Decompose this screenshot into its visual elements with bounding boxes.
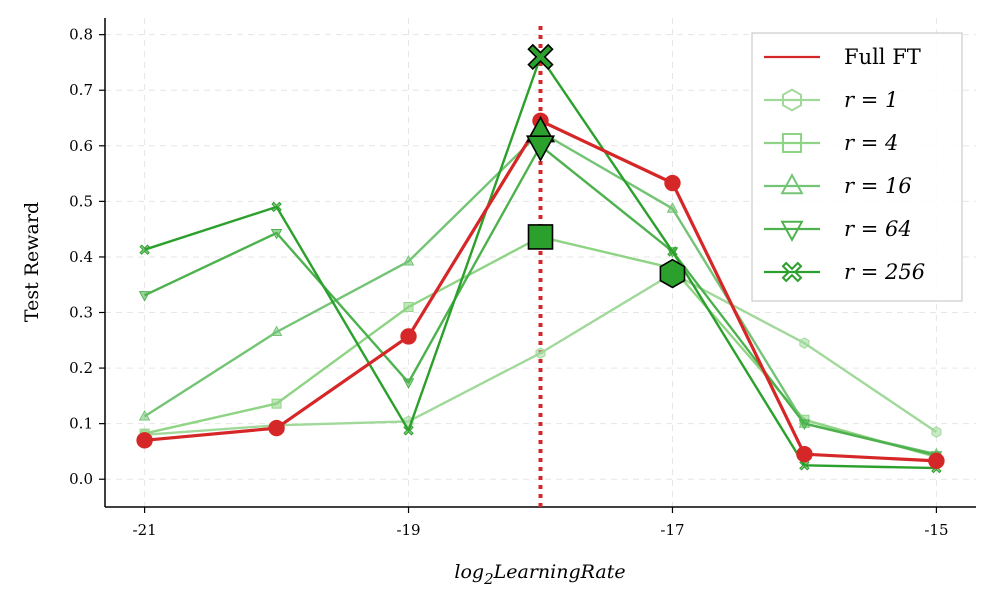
highlight-marker — [659, 258, 686, 289]
data-point — [666, 202, 679, 213]
x-tick-label: -15 — [924, 521, 948, 539]
y-axis-label: Test Reward — [21, 202, 43, 322]
data-point — [402, 378, 415, 389]
x-tick-label: -21 — [133, 521, 157, 539]
data-point — [799, 337, 810, 349]
y-tick-label: 0.2 — [69, 359, 93, 377]
data-point — [667, 246, 678, 257]
legend-marker — [780, 173, 804, 195]
legend-label: r = 256 — [844, 260, 925, 284]
data-point — [270, 325, 283, 337]
data-point — [271, 201, 282, 213]
y-tick-label: 0.4 — [69, 248, 93, 266]
x-axis-label: log2LearningRate — [454, 561, 625, 588]
legend-marker — [782, 133, 802, 153]
y-tick-label: 0.8 — [69, 26, 93, 44]
axes: 0.0 0.1 0.2 0.3 0.4 0.5 0.6 0.7 0.8 -21 -19 -17 -15 — [69, 18, 976, 539]
y-tick-label: 0.6 — [69, 137, 93, 155]
data-point — [535, 347, 546, 359]
data-point — [403, 301, 414, 312]
legend-label: r = 16 — [844, 174, 912, 198]
data-point — [403, 425, 414, 436]
legend-marker — [782, 88, 802, 112]
data-point — [139, 244, 150, 255]
legend-box — [751, 32, 963, 302]
highlight-marker — [527, 43, 554, 71]
data-point — [136, 432, 153, 449]
y-tick-label: 0.3 — [69, 304, 93, 322]
y-tick-label: 0.7 — [69, 81, 93, 99]
data-point — [799, 460, 810, 471]
data-point — [931, 426, 942, 438]
data-point — [138, 291, 151, 302]
data-point — [796, 446, 813, 463]
legend-marker — [781, 261, 803, 283]
x-tick-label: -17 — [660, 521, 684, 539]
y-tick-label: 0.0 — [69, 470, 93, 488]
data-point — [138, 409, 151, 421]
data-point — [270, 228, 283, 240]
legend: Full FT r = 1 r = 4 r = 16 r = 64 r = 256 — [751, 32, 963, 302]
legend-label: r = 64 — [844, 217, 912, 241]
legend-marker — [780, 220, 804, 242]
y-tick-label: 0.1 — [69, 415, 93, 433]
highlight-marker — [527, 224, 554, 250]
x-axis-label-sub: 2 — [483, 570, 494, 588]
y-tick-label: 0.5 — [69, 192, 93, 210]
data-point — [798, 419, 811, 431]
data-point — [402, 254, 415, 266]
legend-label: r = 4 — [844, 131, 898, 155]
x-axis-label-rest: LearningRate — [493, 561, 626, 583]
data-point — [664, 174, 681, 192]
highlights — [525, 43, 686, 289]
data-point — [271, 398, 282, 409]
x-axis-label-log: log — [454, 561, 484, 583]
data-point — [928, 452, 945, 470]
data-point — [268, 419, 285, 437]
highlight-marker — [525, 135, 556, 162]
data-point — [400, 328, 417, 345]
x-tick-label: -19 — [396, 521, 420, 539]
legend-label: r = 1 — [844, 88, 898, 112]
legend-label: Full FT — [844, 45, 921, 69]
